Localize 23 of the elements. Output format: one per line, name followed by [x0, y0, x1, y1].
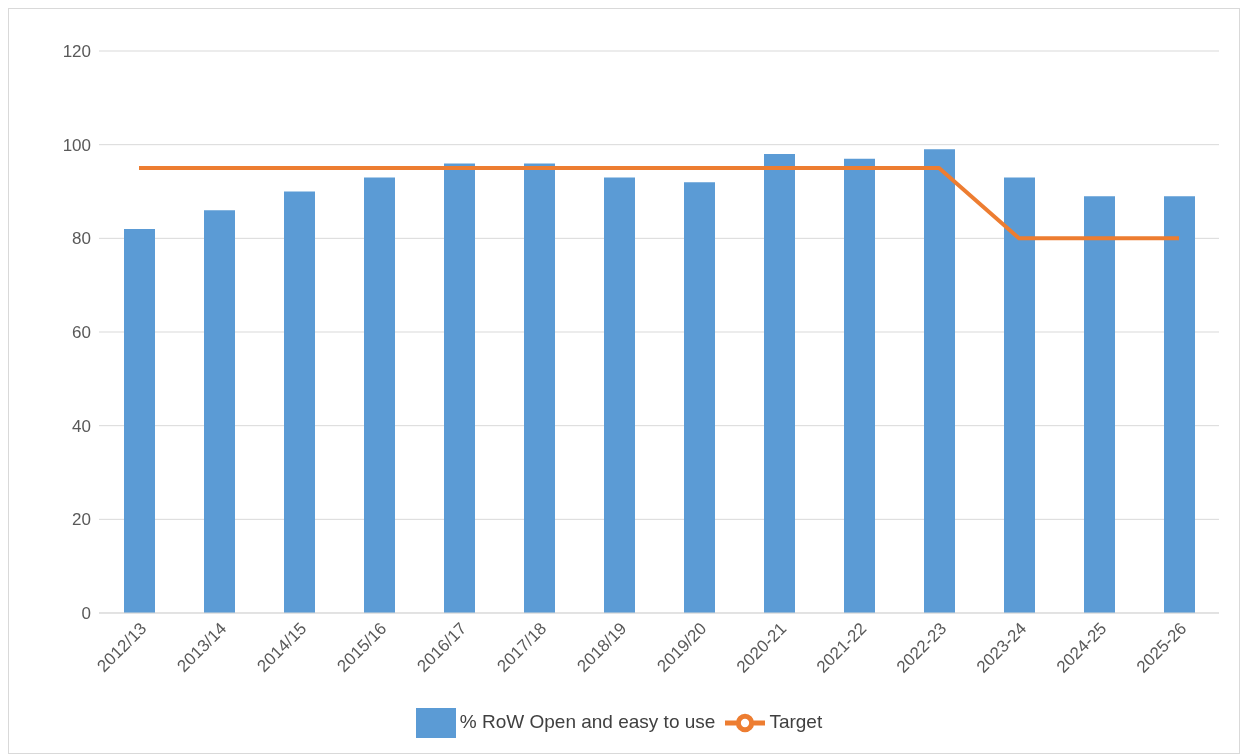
- bar: [604, 177, 635, 613]
- bar: [1164, 196, 1195, 613]
- bar: [1084, 196, 1115, 613]
- bar: [204, 210, 235, 613]
- y-tick-label: 40: [72, 416, 91, 436]
- y-tick-label: 120: [62, 42, 91, 62]
- bar: [924, 149, 955, 613]
- bar: [764, 154, 795, 613]
- bar: [444, 163, 475, 613]
- bar: [684, 182, 715, 613]
- y-tick-label: 100: [62, 135, 91, 155]
- legend-label: % RoW Open and easy to use: [459, 711, 716, 733]
- y-tick-label: 20: [72, 510, 91, 530]
- y-tick-label: 0: [81, 604, 91, 624]
- y-tick-label: 60: [72, 323, 91, 343]
- bar: [124, 228, 155, 613]
- bar: [364, 177, 395, 613]
- bar: [524, 163, 555, 613]
- bar: [844, 158, 875, 613]
- bar: [1004, 177, 1035, 613]
- y-tick-label: 80: [72, 229, 91, 249]
- legend-label: Target: [769, 711, 823, 733]
- bar: [284, 191, 315, 613]
